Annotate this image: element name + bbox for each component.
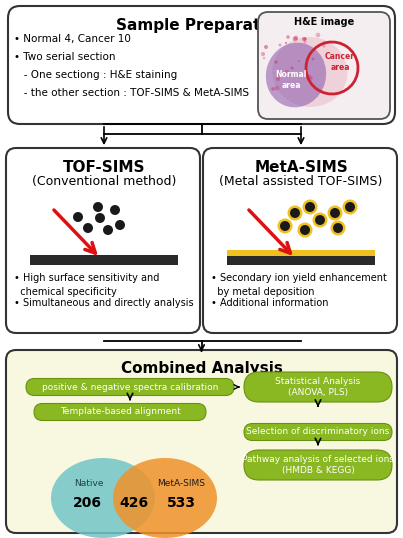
Circle shape: [274, 86, 279, 90]
Text: Statistical Analysis
(ANOVA, PLS): Statistical Analysis (ANOVA, PLS): [275, 377, 361, 397]
Text: Native: Native: [74, 478, 104, 487]
Circle shape: [303, 200, 318, 215]
Text: Pathway analysis of selected ions
(HMDB & KEGG): Pathway analysis of selected ions (HMDB …: [242, 455, 394, 475]
Circle shape: [330, 221, 345, 236]
Circle shape: [345, 202, 355, 212]
Text: positive & negative spectra calibration: positive & negative spectra calibration: [42, 383, 218, 392]
Text: Combined Analysis: Combined Analysis: [120, 361, 283, 376]
Text: • Simultaneous and directly analysis: • Simultaneous and directly analysis: [14, 298, 193, 308]
Circle shape: [300, 225, 310, 235]
Text: Normal
area: Normal area: [275, 70, 307, 90]
Circle shape: [263, 56, 265, 59]
Circle shape: [330, 208, 340, 218]
Circle shape: [310, 76, 313, 80]
Text: • Two serial section: • Two serial section: [14, 52, 116, 62]
FancyBboxPatch shape: [34, 404, 206, 421]
Ellipse shape: [266, 43, 326, 108]
Circle shape: [303, 40, 307, 44]
Text: (Metal assisted TOF-SIMS): (Metal assisted TOF-SIMS): [219, 175, 383, 188]
Circle shape: [343, 200, 357, 215]
Ellipse shape: [51, 458, 155, 538]
Text: Sample Preparation: Sample Preparation: [116, 18, 287, 33]
Circle shape: [287, 206, 303, 221]
Circle shape: [93, 202, 103, 212]
FancyBboxPatch shape: [244, 450, 392, 480]
Circle shape: [274, 60, 278, 63]
Circle shape: [285, 42, 287, 44]
Text: MetA-SIMS: MetA-SIMS: [254, 160, 348, 175]
Circle shape: [276, 77, 280, 81]
Text: - One sectiong : H&E staining: - One sectiong : H&E staining: [14, 70, 177, 80]
Text: 533: 533: [166, 496, 195, 510]
Circle shape: [322, 44, 326, 48]
FancyBboxPatch shape: [6, 350, 397, 533]
Bar: [227, 255, 375, 265]
Text: Cancer
area: Cancer area: [325, 52, 355, 72]
Text: - the other section : TOF-SIMS & MetA-SIMS: - the other section : TOF-SIMS & MetA-SI…: [14, 88, 249, 98]
Circle shape: [312, 213, 328, 228]
Circle shape: [333, 223, 343, 233]
Circle shape: [290, 208, 300, 218]
Circle shape: [286, 36, 290, 39]
FancyBboxPatch shape: [8, 6, 395, 124]
Circle shape: [302, 37, 306, 41]
Ellipse shape: [272, 37, 347, 107]
Text: TOF-SIMS: TOF-SIMS: [63, 160, 145, 175]
Text: 426: 426: [119, 496, 149, 510]
Circle shape: [322, 41, 326, 45]
Circle shape: [312, 58, 314, 60]
Text: • High surface sensitivity and
  chemical specificity: • High surface sensitivity and chemical …: [14, 273, 159, 297]
FancyBboxPatch shape: [258, 12, 390, 119]
Circle shape: [305, 202, 315, 212]
Circle shape: [83, 223, 93, 233]
Text: • Normal 4, Cancer 10: • Normal 4, Cancer 10: [14, 34, 131, 44]
Circle shape: [298, 60, 300, 62]
Circle shape: [110, 205, 120, 215]
Circle shape: [293, 37, 297, 41]
Bar: [227, 250, 375, 256]
Circle shape: [261, 52, 265, 56]
Bar: [30, 255, 178, 265]
FancyBboxPatch shape: [26, 379, 234, 395]
Circle shape: [271, 87, 275, 91]
FancyBboxPatch shape: [6, 148, 200, 333]
Text: H&E image: H&E image: [294, 17, 354, 27]
Circle shape: [73, 212, 83, 222]
Text: • Secondary ion yield enhancement
  by metal deposition: • Secondary ion yield enhancement by met…: [211, 273, 387, 297]
FancyBboxPatch shape: [244, 372, 392, 402]
Circle shape: [264, 45, 268, 49]
Circle shape: [294, 36, 298, 40]
Ellipse shape: [113, 458, 217, 538]
Circle shape: [278, 72, 283, 76]
Circle shape: [315, 215, 325, 225]
Circle shape: [291, 67, 293, 69]
Circle shape: [303, 37, 307, 41]
Text: Selection of discriminatory ions: Selection of discriminatory ions: [246, 428, 390, 436]
Circle shape: [316, 33, 320, 37]
Circle shape: [278, 44, 281, 46]
Circle shape: [285, 70, 289, 74]
Circle shape: [115, 220, 125, 230]
Circle shape: [328, 206, 343, 221]
FancyBboxPatch shape: [203, 148, 397, 333]
Text: MetA-SIMS: MetA-SIMS: [157, 478, 205, 487]
Text: Template-based alignment: Template-based alignment: [60, 407, 181, 416]
Circle shape: [307, 74, 311, 77]
Circle shape: [103, 225, 113, 235]
Circle shape: [278, 218, 293, 233]
Text: 206: 206: [73, 496, 102, 510]
FancyBboxPatch shape: [244, 423, 392, 441]
Text: (Conventional method): (Conventional method): [32, 175, 176, 188]
Circle shape: [297, 223, 312, 237]
Circle shape: [95, 213, 105, 223]
Text: • Additional information: • Additional information: [211, 298, 328, 308]
Circle shape: [280, 221, 290, 231]
